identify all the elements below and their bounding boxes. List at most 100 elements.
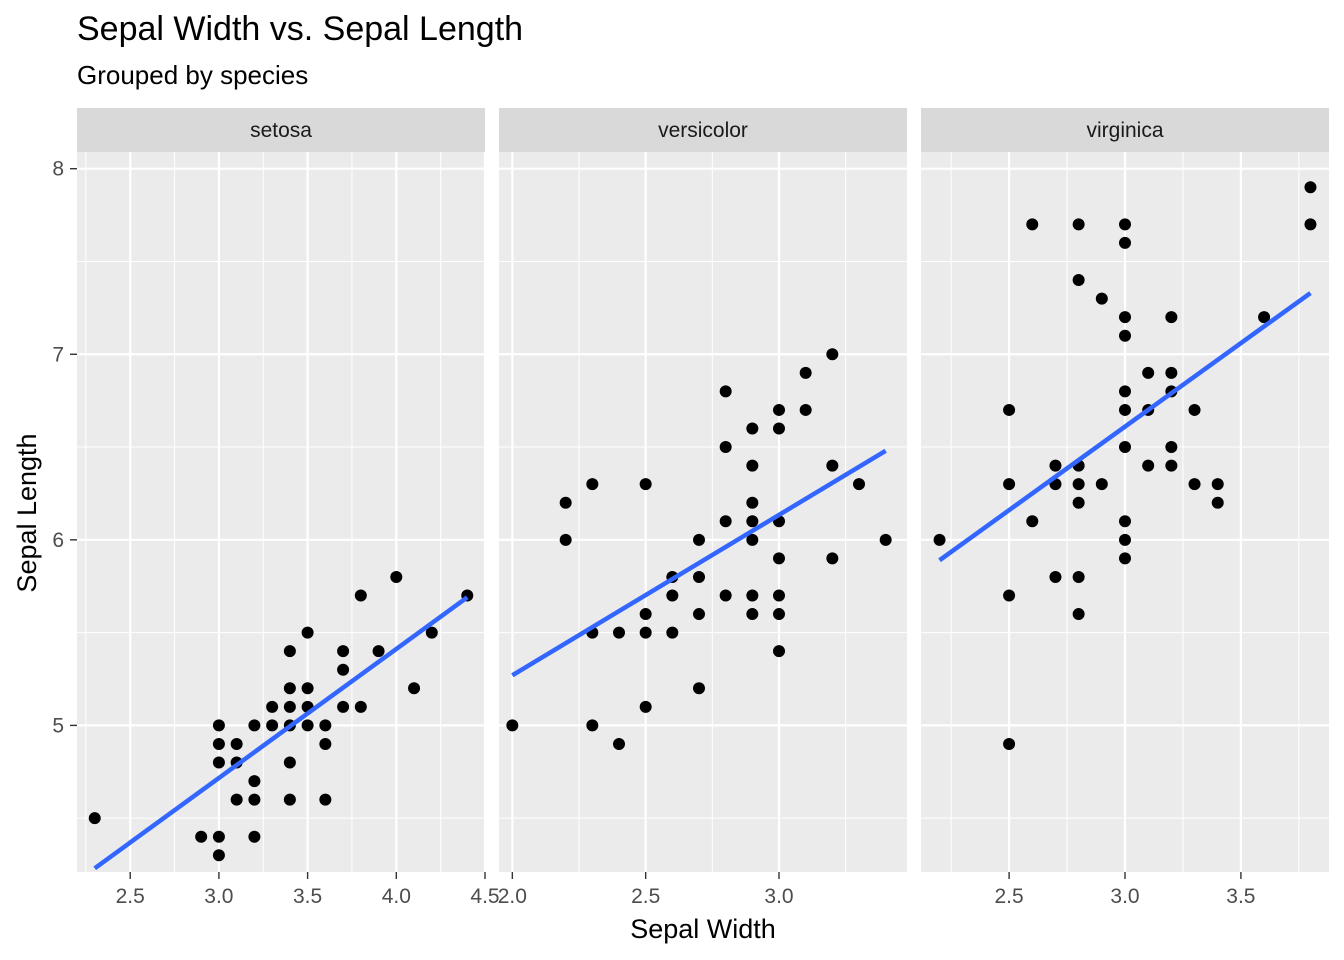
facet-panel-versicolor: 2.0 2.5 3.0 versicolor <box>498 108 907 908</box>
data-point <box>586 719 599 732</box>
facet-strip-label: versicolor <box>658 119 748 142</box>
data-point <box>1258 311 1271 324</box>
data-point <box>639 608 652 621</box>
data-point <box>283 793 296 806</box>
data-point <box>1119 218 1131 231</box>
data-point <box>283 756 296 769</box>
data-point <box>230 793 243 806</box>
facet-strip <box>921 108 1329 152</box>
facet-strip-label: setosa <box>250 119 312 142</box>
data-point <box>266 719 279 732</box>
data-point <box>1026 218 1039 231</box>
data-point <box>212 719 225 732</box>
data-point <box>933 533 946 546</box>
data-point <box>1211 496 1224 509</box>
data-point <box>719 385 732 398</box>
y-tick-label: 5 <box>52 714 64 737</box>
x-tick-label: 2.5 <box>116 885 145 908</box>
data-point <box>301 719 314 732</box>
data-point <box>1003 589 1016 602</box>
data-point <box>319 719 332 732</box>
y-tick-label: 7 <box>52 343 64 366</box>
data-point <box>693 608 705 621</box>
x-axis-title: Sepal Width <box>630 914 776 944</box>
data-point <box>1165 366 1178 379</box>
data-point <box>799 366 812 379</box>
panel-background <box>499 152 907 872</box>
data-point <box>212 849 225 862</box>
data-point <box>248 719 261 732</box>
x-tick-label: 3.5 <box>1226 885 1255 908</box>
data-point <box>1119 236 1131 249</box>
data-point <box>826 348 839 361</box>
data-point <box>773 422 785 435</box>
data-point <box>1165 311 1178 324</box>
data-point <box>372 645 385 658</box>
data-point <box>773 608 785 621</box>
data-point <box>559 533 572 546</box>
data-point <box>212 737 225 750</box>
x-tick-label: 3.0 <box>204 885 233 908</box>
data-point <box>746 496 759 509</box>
data-point <box>1072 274 1085 287</box>
data-point <box>746 589 759 602</box>
data-point <box>506 719 519 732</box>
data-point <box>639 626 652 639</box>
data-point <box>1026 515 1039 528</box>
data-point <box>1165 459 1178 472</box>
data-point <box>337 700 350 713</box>
facet-strip <box>499 108 907 152</box>
x-tick-label: 3.5 <box>293 885 322 908</box>
data-point <box>1165 441 1178 454</box>
data-point <box>719 589 732 602</box>
data-point <box>354 700 367 713</box>
data-point <box>853 478 865 491</box>
data-point <box>1119 515 1131 528</box>
x-tick-label: 2.5 <box>994 885 1023 908</box>
y-axis-title: Sepal Length <box>12 433 42 592</box>
x-tick-label: 4.5 <box>470 885 499 908</box>
data-point <box>1072 496 1085 509</box>
data-point <box>1049 570 1062 583</box>
data-point <box>746 608 759 621</box>
data-point <box>639 700 652 713</box>
data-point <box>1003 737 1016 750</box>
data-point <box>1072 478 1085 491</box>
data-point <box>1119 329 1131 342</box>
data-point <box>283 700 296 713</box>
data-point <box>195 830 208 843</box>
x-tick-label: 3.0 <box>764 885 793 908</box>
chart-title: Sepal Width vs. Sepal Length <box>77 10 523 48</box>
data-point <box>613 626 625 639</box>
data-point <box>1304 181 1317 194</box>
data-point <box>248 830 261 843</box>
data-point <box>248 775 261 788</box>
data-point <box>773 645 785 658</box>
data-point <box>337 663 350 676</box>
data-point <box>1119 403 1131 416</box>
data-point <box>1049 459 1062 472</box>
data-point <box>586 478 599 491</box>
data-point <box>693 570 705 583</box>
regression-line <box>93 595 469 871</box>
data-point <box>666 589 679 602</box>
data-point <box>301 682 314 695</box>
data-point <box>746 515 759 528</box>
data-point <box>826 552 839 565</box>
data-point <box>1003 478 1016 491</box>
x-tick-label: 3.0 <box>1110 885 1139 908</box>
data-point <box>666 626 679 639</box>
data-point <box>88 812 101 825</box>
y-tick-label: 6 <box>52 529 64 552</box>
data-point <box>1304 218 1317 231</box>
data-point <box>1119 533 1131 546</box>
data-point <box>425 626 438 639</box>
data-point <box>826 459 839 472</box>
data-point <box>693 682 705 695</box>
data-point <box>283 645 296 658</box>
data-point <box>212 830 225 843</box>
data-point <box>639 478 652 491</box>
data-point <box>301 626 314 639</box>
data-point <box>1072 570 1085 583</box>
